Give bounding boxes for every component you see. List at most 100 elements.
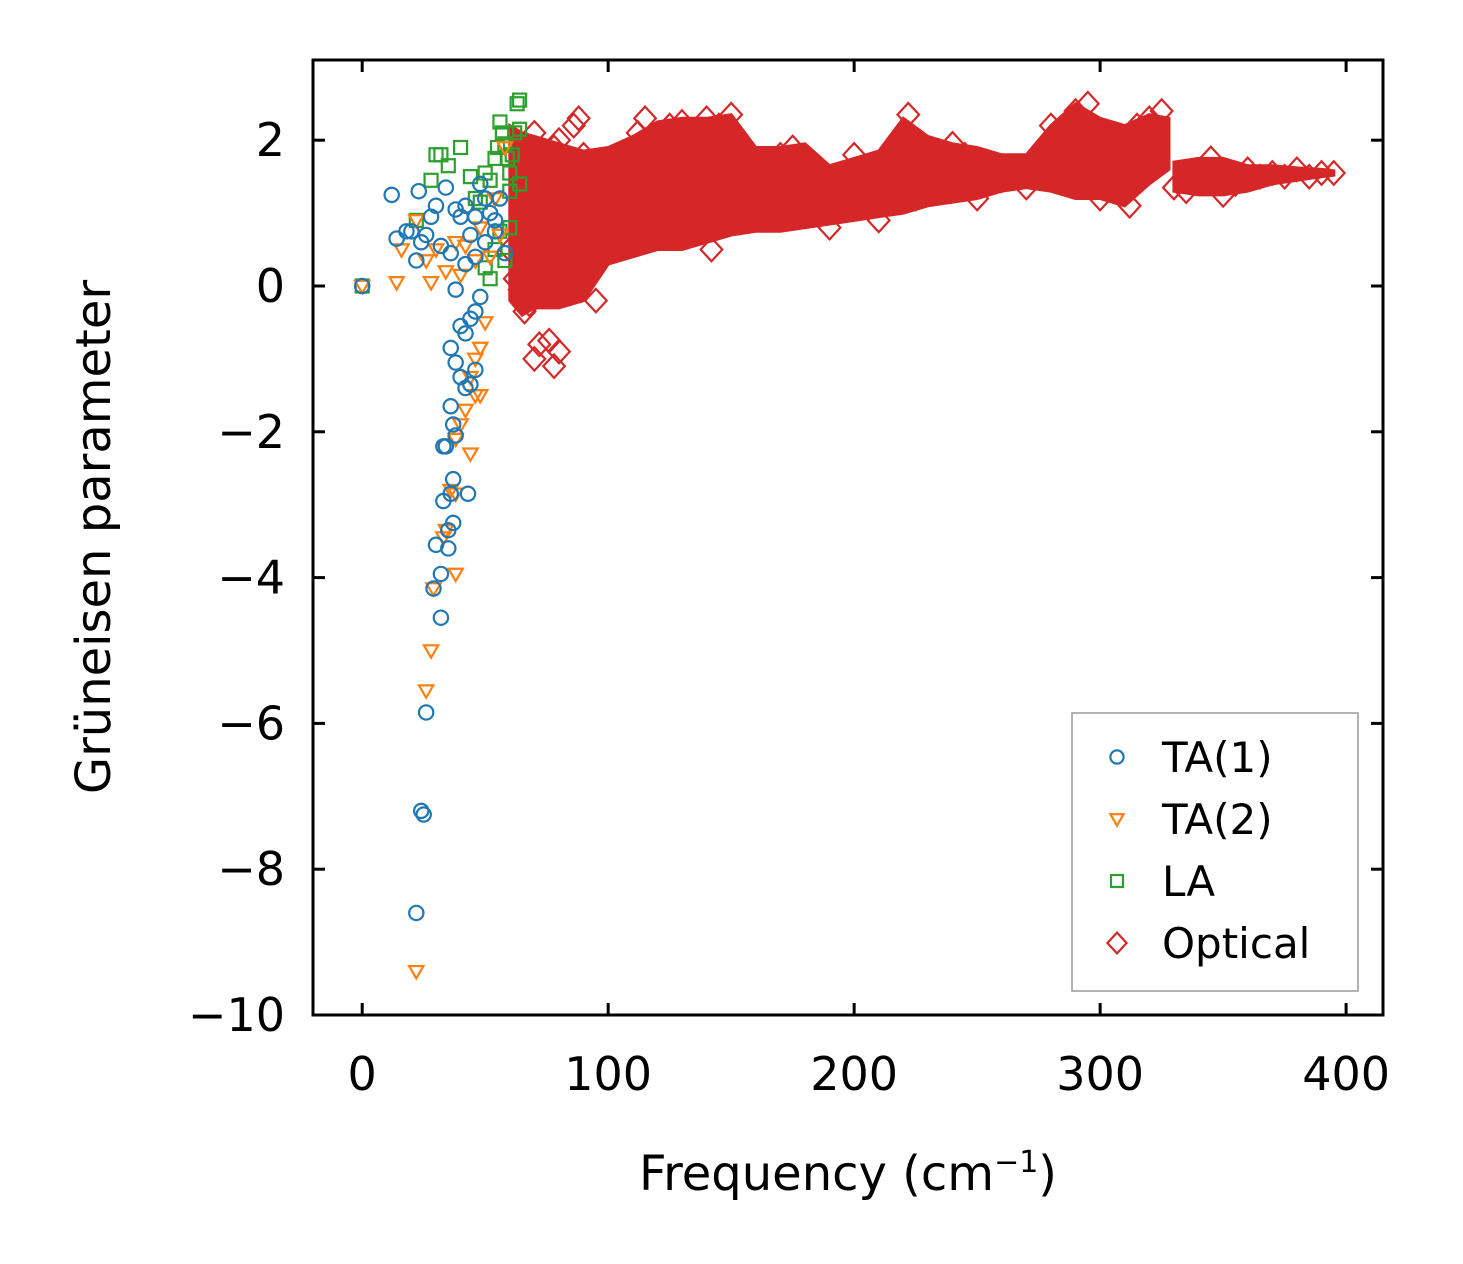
data-point [432, 237, 450, 255]
data-point [1087, 185, 1113, 212]
data-point [476, 190, 494, 207]
data-point [915, 156, 941, 183]
x-tick-label: 0 [348, 1047, 377, 1101]
data-point [891, 148, 916, 176]
data-point [527, 185, 552, 212]
data-point [804, 163, 830, 190]
legend-label: LA [1162, 857, 1215, 906]
legend-marker [1108, 813, 1126, 828]
data-point [1137, 104, 1162, 132]
data-point [561, 112, 587, 139]
data-point [435, 438, 452, 455]
data-point [451, 418, 470, 434]
data-point [422, 276, 441, 292]
data-point [743, 148, 769, 176]
data-point [1186, 163, 1211, 190]
y-axis: −10 −8 −6 −4 −2 0 2 [188, 113, 1383, 1042]
data-point [383, 186, 400, 204]
data-point [699, 236, 724, 263]
data-point [927, 170, 953, 198]
data-point [432, 609, 450, 626]
data-point [486, 212, 504, 229]
data-point [1063, 97, 1088, 125]
x-tick-label: 200 [810, 1047, 898, 1101]
data-point [467, 361, 484, 379]
data-point [472, 194, 488, 210]
data-point [427, 197, 445, 215]
data-point [531, 243, 557, 271]
data-point [442, 339, 459, 357]
series-layer [353, 90, 1347, 981]
data-point [556, 207, 582, 234]
series-ta1 [353, 175, 514, 922]
data-point [512, 207, 537, 234]
data-point [512, 92, 528, 108]
data-point [866, 207, 892, 234]
data-point [417, 226, 435, 244]
y-tick-label: 2 [256, 113, 285, 167]
data-point [462, 169, 479, 185]
data-point [841, 141, 867, 169]
x-tick-label: 100 [564, 1047, 652, 1101]
data-point [780, 134, 805, 161]
data-point [620, 156, 646, 183]
data-point [1173, 177, 1199, 205]
data-point [398, 223, 415, 240]
y-tick-label: 0 [256, 259, 285, 313]
data-point [964, 185, 990, 212]
data-point [1075, 90, 1101, 118]
data-point [495, 141, 514, 157]
data-point [417, 704, 435, 721]
data-point [444, 470, 462, 488]
x-axis-label-sup: −1 [994, 1145, 1038, 1180]
data-point [681, 156, 707, 183]
series-ta2 [353, 141, 514, 981]
data-point [1001, 163, 1027, 190]
data-point [481, 250, 500, 267]
data-point [472, 175, 489, 193]
data-point [952, 141, 978, 169]
x-axis-label-main: Frequency (cm [639, 1146, 994, 1202]
data-point [497, 252, 513, 269]
data-point [551, 148, 577, 176]
data-point [456, 403, 475, 420]
data-point [436, 265, 455, 281]
x-tick-label: 300 [1056, 1047, 1144, 1101]
data-point [768, 141, 793, 169]
y-tick-label: −6 [217, 696, 285, 750]
data-point [1124, 112, 1150, 139]
data-point [476, 234, 494, 251]
data-point [457, 379, 474, 397]
data-point [595, 207, 621, 234]
data-point [1235, 156, 1261, 183]
data-point [461, 447, 480, 464]
data-point [507, 276, 532, 303]
legend-label: Optical [1162, 919, 1310, 968]
legend-box [1071, 712, 1359, 992]
data-point [657, 112, 682, 139]
data-point [415, 806, 432, 823]
data-point [476, 316, 495, 332]
data-point [490, 228, 510, 245]
data-point [517, 290, 542, 318]
data-point [467, 208, 484, 225]
data-point [669, 108, 695, 136]
data-point [353, 277, 371, 295]
x-tick-label: 400 [1302, 1047, 1390, 1101]
data-point [512, 298, 537, 325]
data-point [792, 185, 818, 212]
data-point [1050, 134, 1076, 161]
data-point [422, 644, 441, 660]
data-point [408, 252, 425, 269]
series-optical [497, 90, 1347, 380]
y-axis-label: Grüneisen parameter [66, 280, 122, 795]
data-point [536, 327, 562, 354]
data-point [440, 158, 456, 174]
data-point [1149, 97, 1174, 125]
data-point [477, 260, 493, 276]
data-point [435, 492, 452, 510]
data-point [541, 134, 567, 161]
data-point [1296, 163, 1322, 190]
data-point [571, 141, 596, 169]
data-point [718, 101, 744, 128]
